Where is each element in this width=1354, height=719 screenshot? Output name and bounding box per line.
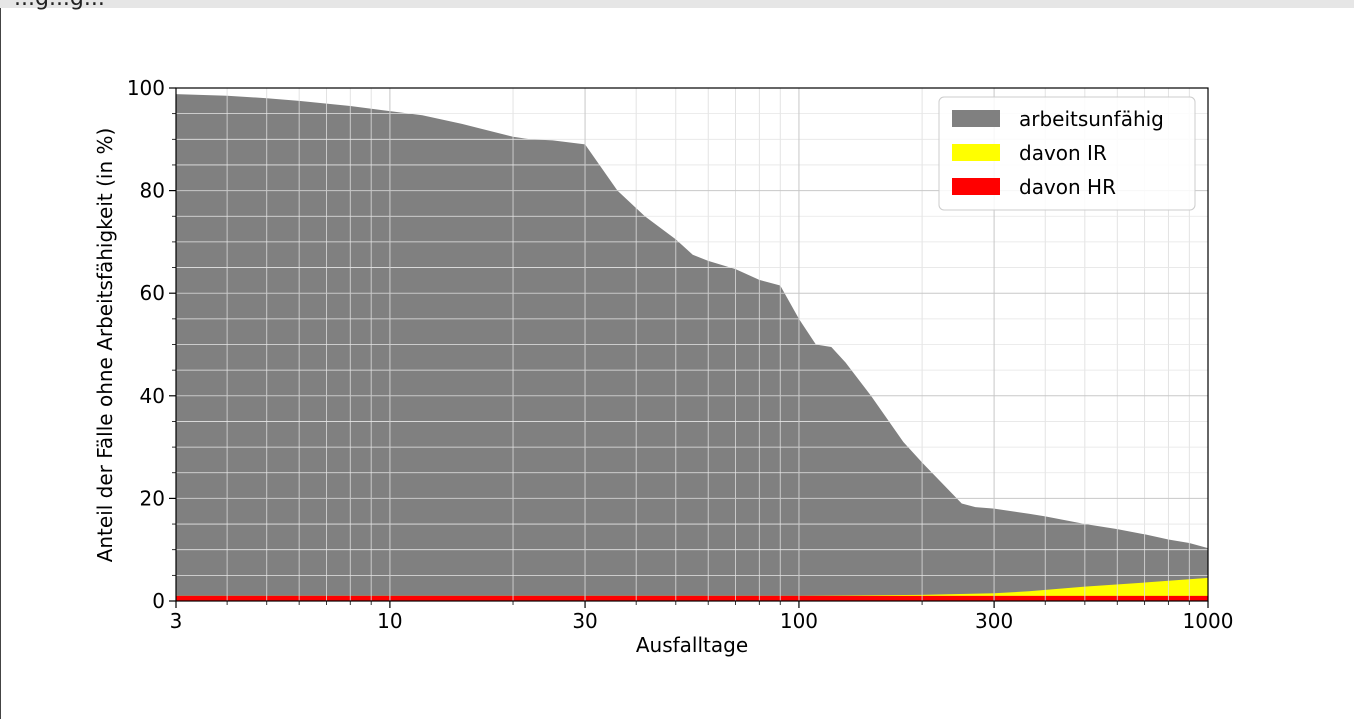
x-tick-label: 1000 [1183, 609, 1234, 633]
y-tick-label: 100 [127, 76, 165, 100]
y-tick-label: 20 [140, 486, 165, 510]
area-layer [176, 94, 1208, 601]
y-tick-label: 0 [152, 589, 165, 613]
legend-label-davon-hr: davon HR [1019, 175, 1116, 199]
legend-swatch-arbeitsunfaehig [952, 110, 1000, 127]
area-arbeitsunfaehig [176, 94, 1208, 601]
left-border [0, 8, 1, 719]
x-tick-label: 30 [572, 609, 597, 633]
legend-swatch-davon-hr [952, 178, 1000, 195]
y-axis-label: Anteil der Fälle ohne Arbeitsfähigkeit (… [93, 128, 117, 563]
x-axis-label: Ausfalltage [636, 633, 748, 657]
x-tick-labels: 3 10 30 100 300 1000 [170, 609, 1234, 633]
legend-label-davon-ir: davon IR [1019, 141, 1107, 165]
area-davon-ir [176, 577, 1208, 601]
top-banner: ...g...g... [0, 0, 1354, 11]
x-tick-label: 3 [170, 609, 183, 633]
y-tick-labels: 0 20 40 60 80 100 [127, 76, 165, 613]
legend-box [938, 96, 1196, 211]
x-tick-label: 300 [975, 609, 1013, 633]
legend-label-arbeitsunfaehig: arbeitsunfähig [1019, 107, 1164, 131]
x-tick-label: 10 [377, 609, 402, 633]
legend: arbeitsunfähig davon IR davon HR [938, 96, 1196, 211]
y-tick-label: 60 [140, 281, 165, 305]
axis-ticks [169, 87, 1209, 608]
partial-title: ...g...g... [14, 0, 105, 11]
y-tick-label: 80 [140, 179, 165, 203]
x-tick-label: 100 [780, 609, 818, 633]
area-davon-hr [176, 595, 1208, 601]
legend-swatch-davon-ir [952, 144, 1000, 161]
y-tick-label: 40 [140, 384, 165, 408]
